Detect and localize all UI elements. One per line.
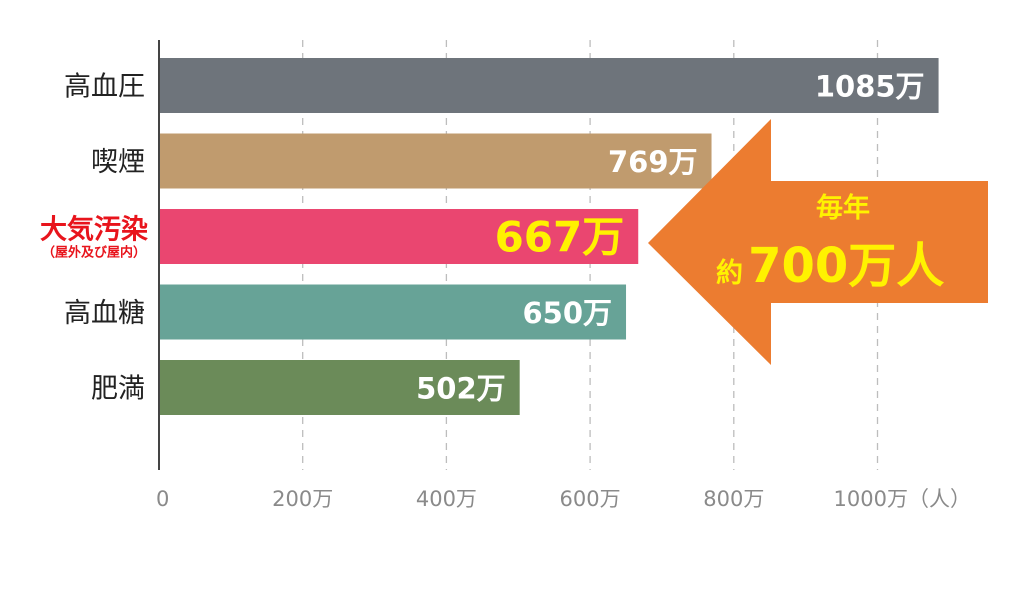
bars-group: 1085万 769万 667万 650万 502万	[159, 58, 939, 415]
x-tick-label: 800万	[703, 487, 764, 511]
annotation-line2: 約 700万人	[716, 238, 944, 294]
bar	[159, 58, 939, 113]
bar-value-label: 502万	[416, 372, 506, 406]
x-tick-label: 200万	[272, 487, 333, 511]
bar	[159, 209, 639, 264]
category-sublabel: （屋外及び屋内）	[42, 245, 146, 261]
annotation-main: 700万人	[748, 238, 944, 294]
category-label: 高血圧	[64, 72, 145, 103]
x-tick-label: 1000万（人）	[834, 487, 971, 511]
bar-value-label: 650万	[522, 296, 612, 330]
category-label: 肥満	[91, 374, 145, 405]
bar	[159, 133, 712, 189]
bar-value-label: 1085万	[815, 70, 925, 104]
annotation-prefix: 約	[716, 257, 743, 289]
category-label: 大気汚染	[40, 214, 148, 246]
bar-value-label: 667万	[495, 213, 625, 262]
x-tick-label: 600万	[560, 487, 621, 511]
arrow-shape	[648, 119, 988, 365]
x-tick-label: 0	[156, 487, 169, 511]
category-label: 高血糖	[64, 298, 145, 329]
annotation-arrow: 毎年 約 700万人	[648, 119, 988, 365]
x-tick-label: 400万	[416, 487, 477, 511]
annotation-line1: 毎年	[816, 192, 870, 224]
bar	[159, 284, 627, 340]
bar-value-label: 769万	[608, 145, 698, 179]
x-tick-labels: 0 200万 400万 600万 800万 1000万（人）	[156, 487, 971, 511]
bar	[159, 360, 520, 415]
category-label: 喫煙	[91, 147, 145, 178]
